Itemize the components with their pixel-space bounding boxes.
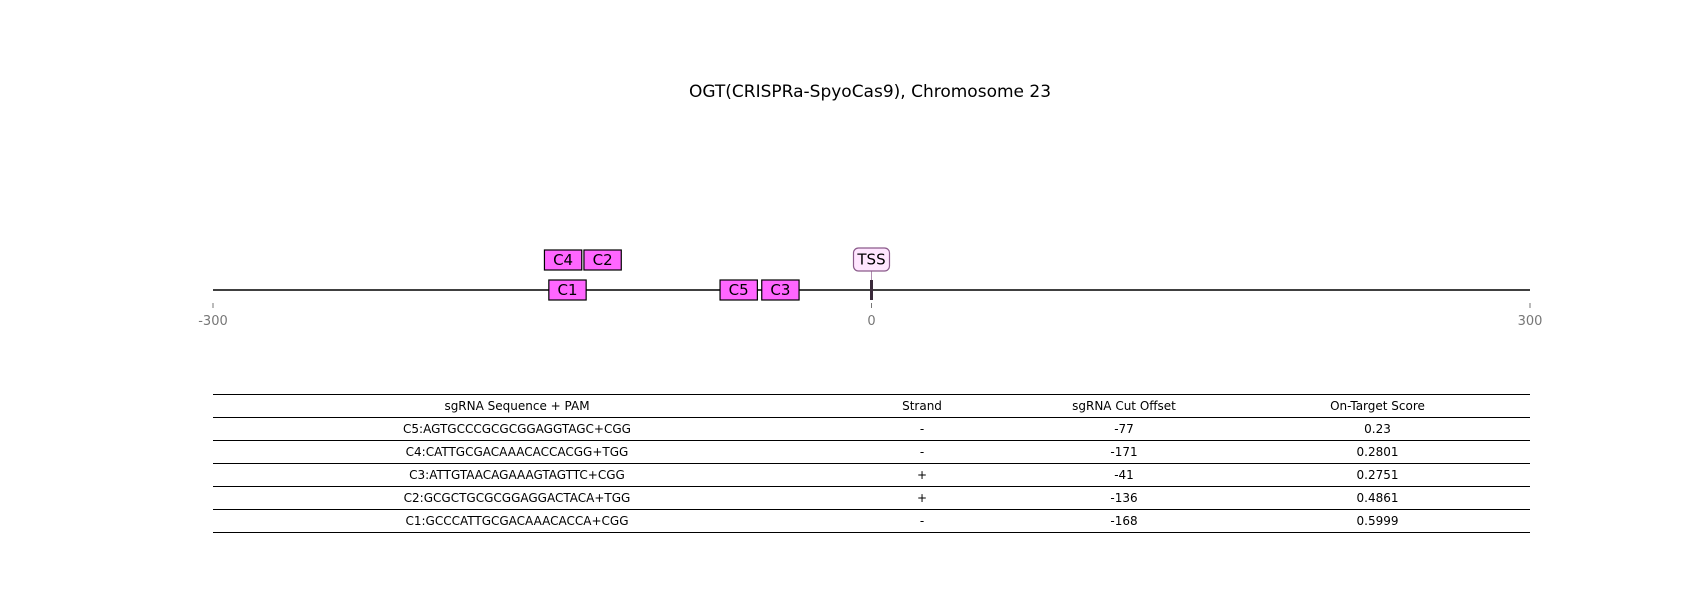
cell-strand: -: [821, 440, 1023, 464]
axis-tick-label: 300: [1518, 314, 1543, 329]
guide-box-c1: C1: [548, 279, 587, 301]
table-row: C2:GCGCTGCGCGGAGGACTACA+TGG + -136 0.486…: [213, 486, 1530, 510]
cell-score: 0.2751: [1225, 463, 1530, 487]
axis-tick-label: 0: [867, 314, 875, 329]
cell-strand: +: [821, 486, 1023, 510]
guide-box-c3: C3: [761, 279, 800, 301]
header-strand: Strand: [821, 394, 1023, 418]
guide-label: C2: [593, 251, 613, 269]
cell-score: 0.23: [1225, 417, 1530, 441]
guide-label: C5: [729, 281, 749, 299]
cell-sequence: C5:AGTGCCCGCGCGGAGGTAGC+CGG: [213, 417, 821, 441]
cell-strand: -: [821, 417, 1023, 441]
cell-offset: -171: [1023, 440, 1225, 464]
guide-label: C3: [770, 281, 790, 299]
cell-score: 0.4861: [1225, 486, 1530, 510]
header-score: On-Target Score: [1225, 394, 1530, 418]
guide-table: sgRNA Sequence + PAM Strand sgRNA Cut Of…: [213, 394, 1530, 533]
tss-label: TSS: [852, 247, 891, 272]
cell-sequence: C2:GCGCTGCGCGGAGGACTACA+TGG: [213, 486, 821, 510]
guide-track-diagram: -300 0 300 C1 C5 C3 C4 C2 TSS: [198, 247, 1542, 329]
cell-score: 0.2801: [1225, 440, 1530, 464]
guide-label: C1: [557, 281, 577, 299]
guide-boxes: C1 C5 C3 C4 C2: [543, 249, 800, 301]
table-row: C1:GCCCATTGCGACAAACACCA+CGG - -168 0.599…: [213, 509, 1530, 533]
figure-title: OGT(CRISPRa-SpyoCas9), Chromosome 23: [688, 82, 1052, 102]
guide-box-c5: C5: [719, 279, 758, 301]
tss-label-text: TSS: [856, 251, 885, 269]
header-sequence: sgRNA Sequence + PAM: [213, 394, 821, 418]
table-row: C4:CATTGCGACAAACACCACGG+TGG - -171 0.280…: [213, 440, 1530, 464]
header-offset: sgRNA Cut Offset: [1023, 394, 1225, 418]
table-row: C3:ATTGTAACAGAAAGTAGTTC+CGG + -41 0.2751: [213, 463, 1530, 487]
cell-offset: -41: [1023, 463, 1225, 487]
guide-box-c2: C2: [583, 249, 622, 271]
cell-offset: -77: [1023, 417, 1225, 441]
cell-offset: -168: [1023, 509, 1225, 533]
guide-box-c4: C4: [543, 249, 583, 271]
axis-ticks: -300 0 300: [198, 303, 1542, 329]
table-header-row: sgRNA Sequence + PAM Strand sgRNA Cut Of…: [213, 394, 1530, 418]
cell-sequence: C1:GCCCATTGCGACAAACACCA+CGG: [213, 509, 821, 533]
axis-tick-label: -300: [198, 314, 228, 329]
cell-strand: +: [821, 463, 1023, 487]
cell-score: 0.5999: [1225, 509, 1530, 533]
cell-offset: -136: [1023, 486, 1225, 510]
cell-sequence: C3:ATTGTAACAGAAAGTAGTTC+CGG: [213, 463, 821, 487]
table-row: C5:AGTGCCCGCGCGGAGGTAGC+CGG - -77 0.23: [213, 417, 1530, 441]
guide-label: C4: [553, 251, 573, 269]
cell-sequence: C4:CATTGCGACAAACACCACGG+TGG: [213, 440, 821, 464]
tss-marker: TSS: [852, 247, 891, 300]
cell-strand: -: [821, 509, 1023, 533]
